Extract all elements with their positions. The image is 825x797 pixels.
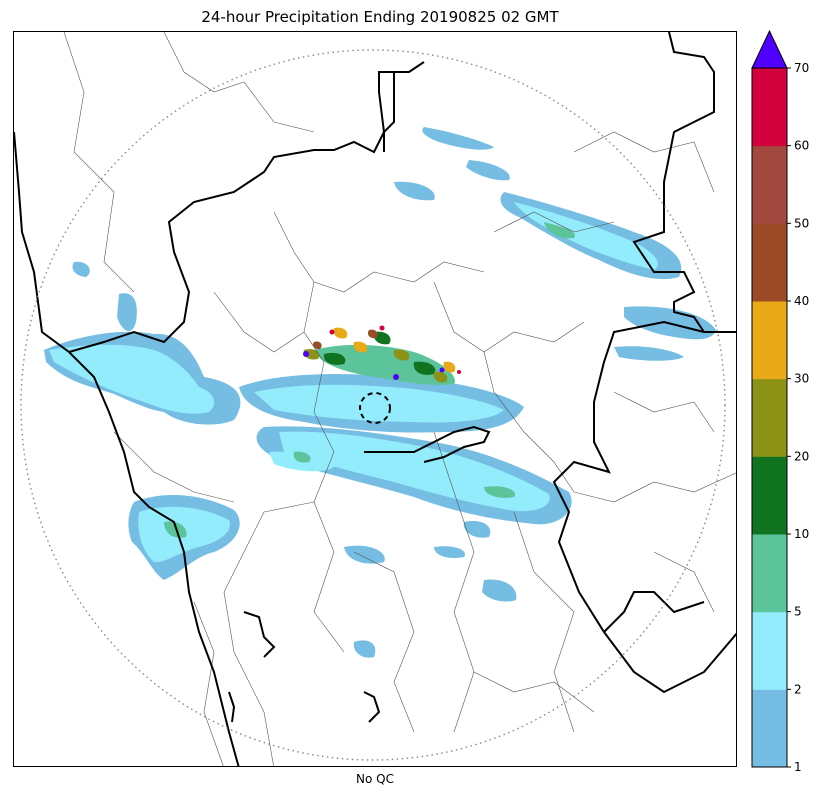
colorbar-swatch — [752, 689, 787, 768]
radar-range-ring — [20, 49, 726, 761]
colorbar-tick-label: 20 — [794, 449, 809, 463]
colorbar: 1 2 5 10 20 30 40 50 60 70 — [751, 29, 809, 774]
colorbar-swatch — [752, 145, 787, 224]
district-boundaries — [63, 32, 736, 766]
colorbar-swatch — [752, 611, 787, 690]
colorbar-tick-label: 2 — [794, 682, 802, 696]
colorbar-outline — [751, 67, 788, 768]
colorbar-swatch — [752, 301, 787, 380]
radar-site-marker — [359, 392, 391, 424]
colorbar-tick-label: 10 — [794, 527, 809, 541]
colorbar-tick-label: 60 — [794, 139, 809, 153]
precipitation-layer — [44, 127, 716, 658]
colorbar-swatch — [752, 456, 787, 535]
colorbar-swatch — [752, 68, 787, 147]
qc-label: No QC — [356, 772, 394, 786]
colorbar-swatch — [752, 378, 787, 457]
colorbar-swatch — [752, 223, 787, 302]
colorbar-tick-label: 40 — [794, 294, 809, 308]
colorbar-tick-label: 30 — [794, 372, 809, 386]
radar-map — [13, 31, 737, 767]
colorbar-tick-label: 1 — [794, 760, 802, 774]
colorbar-extend-triangle — [751, 29, 788, 69]
colorbar-swatch — [752, 534, 787, 613]
colorbar-tick-label: 5 — [794, 605, 802, 619]
colorbar-tick-label: 50 — [794, 216, 809, 230]
state-boundaries — [14, 32, 736, 766]
map-title: 24-hour Precipitation Ending 20190825 02… — [201, 8, 559, 26]
colorbar-tick-label: 70 — [794, 61, 809, 75]
